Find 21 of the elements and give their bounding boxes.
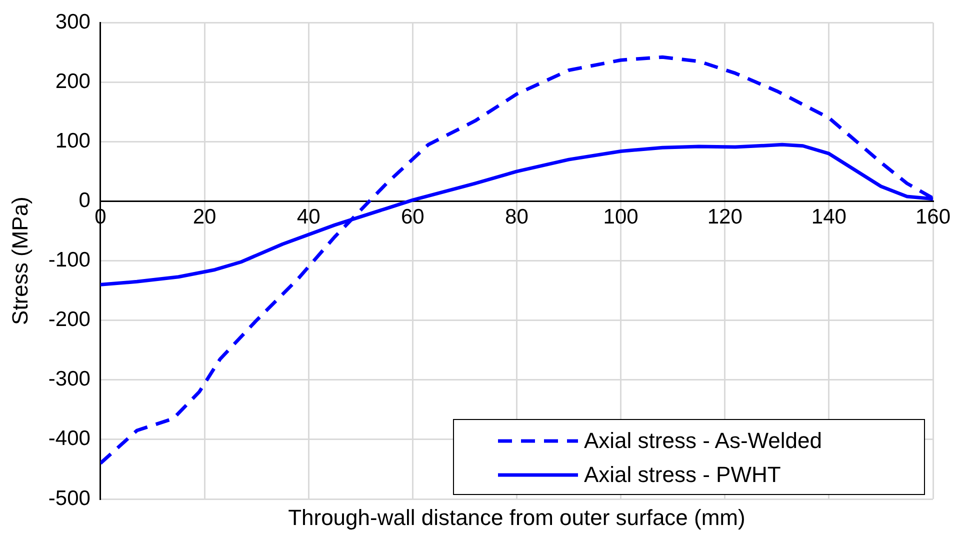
x-tick-label: 100 — [603, 206, 638, 229]
x-tick-label: 60 — [400, 206, 424, 229]
y-tick-label: 100 — [55, 129, 90, 152]
y-tick-label: -400 — [48, 427, 90, 450]
x-tick-label: 160 — [915, 206, 951, 229]
legend-label: Axial stress - As-Welded — [584, 428, 822, 454]
y-axis-title: Stress (MPa) — [7, 196, 32, 325]
y-tick-label: 200 — [55, 70, 90, 93]
legend-label: Axial stress - PWHT — [584, 462, 781, 488]
y-tick-label: -500 — [48, 486, 90, 510]
x-tick-label: 80 — [505, 206, 528, 229]
y-tick-label: -200 — [48, 308, 90, 332]
x-axis-title: Through-wall distance from outer surface (mm) — [287, 505, 746, 531]
x-tick-label: 120 — [707, 206, 742, 229]
y-tick-label: -300 — [48, 368, 90, 391]
y-tick-label: 0 — [78, 189, 90, 212]
y-tick-label: 300 — [55, 10, 90, 34]
x-tick-label: 20 — [192, 206, 216, 229]
x-tick-label: 40 — [296, 206, 320, 229]
y-tick-label: -100 — [48, 248, 90, 272]
x-tick-label: 140 — [811, 206, 846, 229]
